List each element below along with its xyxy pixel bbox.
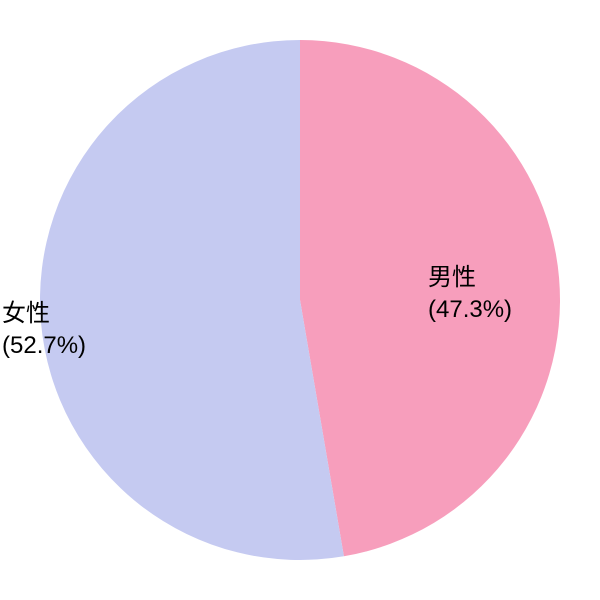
slice-name-male: 男性 xyxy=(428,264,476,291)
slice-percent-male: (47.3%) xyxy=(428,296,512,323)
slice-label-male: 男性 (47.3%) xyxy=(428,262,512,327)
slice-label-female: 女性 (52.7%) xyxy=(2,298,86,363)
slice-name-female: 女性 xyxy=(2,300,50,327)
slice-percent-female: (52.7%) xyxy=(2,332,86,359)
pie-chart: 男性 (47.3%) 女性 (52.7%) xyxy=(0,0,600,600)
